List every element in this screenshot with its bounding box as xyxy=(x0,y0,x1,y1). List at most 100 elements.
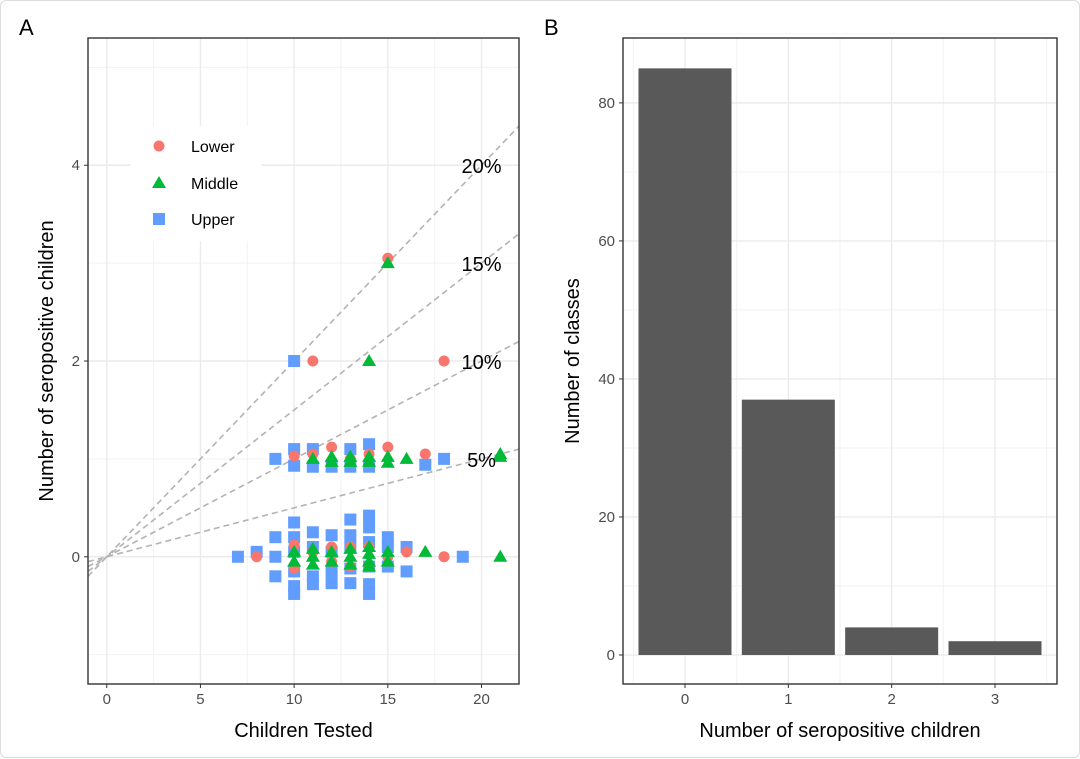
point-upper xyxy=(269,550,282,563)
point-upper xyxy=(325,529,338,542)
point-upper xyxy=(419,458,432,471)
point-middle xyxy=(324,544,339,557)
point-middle xyxy=(324,554,339,567)
x-tick-label: 0 xyxy=(103,691,111,708)
legend-key-upper xyxy=(153,213,165,225)
reference-label: 5% xyxy=(467,450,496,472)
point-upper xyxy=(325,565,338,578)
point-upper xyxy=(288,531,301,544)
point-middle xyxy=(343,454,358,467)
reference-line-15% xyxy=(87,233,520,573)
reference-line-5% xyxy=(87,448,520,563)
y-tick-label: 80 xyxy=(598,95,615,112)
reference-label: 10% xyxy=(462,352,502,374)
x-tick-label: 10 xyxy=(286,691,303,708)
legend-key-lower xyxy=(153,140,165,152)
point-lower xyxy=(307,355,319,367)
point-middle xyxy=(362,546,377,559)
x-tick-label: 3 xyxy=(991,691,999,708)
x-tick-label: 20 xyxy=(473,691,490,708)
x-axis-title: Children Tested xyxy=(234,720,373,742)
point-upper xyxy=(325,577,338,590)
y-tick-label: 20 xyxy=(598,509,615,526)
point-middle xyxy=(493,449,508,462)
point-middle xyxy=(343,549,358,562)
x-tick-label: 1 xyxy=(784,691,792,708)
point-lower xyxy=(401,546,413,558)
point-lower xyxy=(438,551,450,563)
point-upper xyxy=(344,577,357,590)
x-tick-label: 5 xyxy=(196,691,204,708)
y-tick-label: 0 xyxy=(72,549,80,566)
bar-3 xyxy=(948,641,1042,656)
point-upper xyxy=(269,531,282,544)
point-lower xyxy=(382,441,394,453)
legend-label-middle: Middle xyxy=(191,176,238,193)
point-upper xyxy=(363,587,376,600)
x-axis-title: Number of seropositive children xyxy=(699,720,980,742)
y-axis-title: Number of seropositive children xyxy=(36,220,58,501)
point-middle xyxy=(362,454,377,467)
point-middle xyxy=(493,549,508,562)
point-upper xyxy=(231,550,244,563)
point-middle xyxy=(380,256,395,269)
point-lower xyxy=(438,355,450,367)
point-middle xyxy=(343,541,358,554)
panel-b-border xyxy=(622,37,1058,685)
point-upper xyxy=(306,526,319,539)
legend-label-lower: Lower xyxy=(191,139,235,156)
point-lower xyxy=(288,450,300,462)
y-tick-label: 40 xyxy=(598,371,615,388)
point-upper xyxy=(381,531,394,544)
y-tick-label: 60 xyxy=(598,233,615,250)
point-lower xyxy=(326,441,338,453)
point-middle xyxy=(287,554,302,567)
point-middle xyxy=(305,541,320,554)
point-upper xyxy=(363,521,376,534)
point-upper xyxy=(288,355,301,367)
legend-box xyxy=(131,126,261,241)
point-middle xyxy=(362,559,377,572)
point-middle xyxy=(305,557,320,570)
reference-label: 20% xyxy=(462,156,502,178)
bar-2 xyxy=(845,627,939,656)
point-upper xyxy=(363,509,376,522)
point-upper xyxy=(269,570,282,583)
point-upper xyxy=(456,550,469,563)
point-middle xyxy=(362,539,377,552)
point-lower xyxy=(251,551,263,563)
y-tick-label: 0 xyxy=(607,647,615,664)
point-upper xyxy=(288,587,301,600)
legend-label-upper: Upper xyxy=(191,212,235,229)
point-middle xyxy=(418,544,433,557)
point-middle xyxy=(380,554,395,567)
x-tick-label: 15 xyxy=(379,691,396,708)
x-tick-label: 2 xyxy=(887,691,895,708)
point-upper xyxy=(306,578,319,591)
reference-label: 15% xyxy=(462,254,502,276)
bar-1 xyxy=(741,399,835,656)
point-upper xyxy=(344,513,357,526)
panel-label-b: B xyxy=(544,15,559,40)
point-upper xyxy=(344,529,357,542)
y-axis-title: Number of classes xyxy=(562,278,584,444)
x-tick-label: 0 xyxy=(681,691,689,708)
point-middle xyxy=(287,544,302,557)
panel-label-a: A xyxy=(19,15,34,40)
point-middle xyxy=(380,455,395,468)
point-middle xyxy=(362,354,377,366)
y-tick-label: 2 xyxy=(72,353,80,370)
point-upper xyxy=(269,452,282,465)
point-upper xyxy=(363,438,376,451)
point-lower xyxy=(419,448,431,460)
point-upper xyxy=(288,516,301,529)
point-upper xyxy=(344,443,357,456)
point-middle xyxy=(305,451,320,464)
point-upper xyxy=(438,452,451,465)
reference-line-20% xyxy=(87,125,520,577)
point-upper xyxy=(288,459,301,472)
y-tick-label: 4 xyxy=(72,157,80,174)
point-middle xyxy=(343,557,358,570)
